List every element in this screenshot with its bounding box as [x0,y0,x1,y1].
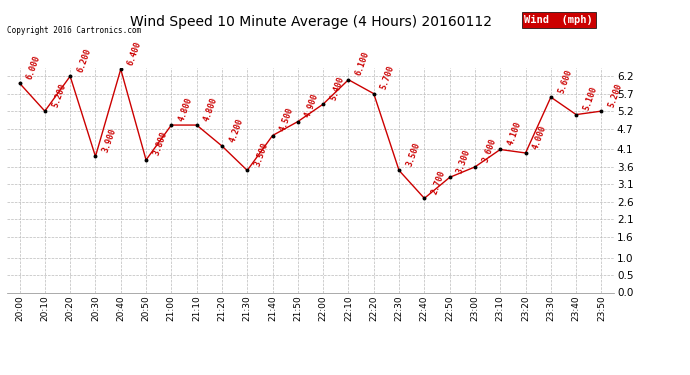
Point [596,108,607,114]
Text: Wind Speed 10 Minute Average (4 Hours) 20160112: Wind Speed 10 Minute Average (4 Hours) 2… [130,15,491,29]
Point [90,153,101,159]
Text: 4.900: 4.900 [304,92,320,119]
Text: 6.100: 6.100 [354,50,371,77]
Point [217,143,228,149]
Text: 4.000: 4.000 [531,124,548,150]
Point [65,73,76,79]
Point [317,101,328,107]
Text: 3.900: 3.900 [101,127,118,154]
Text: 6.000: 6.000 [25,54,42,80]
Point [267,132,278,138]
Text: 3.600: 3.600 [480,138,497,164]
Point [39,108,50,114]
Text: 5.600: 5.600 [556,68,573,94]
Text: 3.300: 3.300 [455,148,472,175]
Point [571,112,582,118]
Point [191,122,202,128]
Text: Wind  (mph): Wind (mph) [524,15,593,25]
Text: 3.500: 3.500 [404,141,422,168]
Point [520,150,531,156]
Point [241,167,253,173]
Text: 5.200: 5.200 [607,82,624,108]
Text: 2.700: 2.700 [430,169,447,195]
Text: 4.200: 4.200 [228,117,244,143]
Text: 4.800: 4.800 [177,96,194,122]
Text: 3.500: 3.500 [253,141,270,168]
Text: 6.200: 6.200 [76,47,92,74]
Text: Copyright 2016 Cartronics.com: Copyright 2016 Cartronics.com [7,26,141,35]
Text: 6.400: 6.400 [126,40,144,66]
Point [545,94,556,100]
Point [141,157,152,163]
Point [115,66,126,72]
Point [14,80,25,86]
Text: 5.400: 5.400 [328,75,346,101]
Point [469,164,480,170]
Point [419,195,430,201]
Text: 4.100: 4.100 [506,120,523,147]
Text: 5.200: 5.200 [50,82,68,108]
Text: 4.800: 4.800 [202,96,219,122]
Point [293,118,304,124]
Text: 4.500: 4.500 [278,106,295,133]
Point [495,147,506,153]
Text: 3.800: 3.800 [152,130,168,157]
Text: 5.100: 5.100 [582,85,599,112]
Point [368,91,380,97]
Point [343,77,354,83]
Point [166,122,177,128]
Point [393,167,404,173]
Text: 5.700: 5.700 [380,64,396,91]
Point [444,174,455,180]
